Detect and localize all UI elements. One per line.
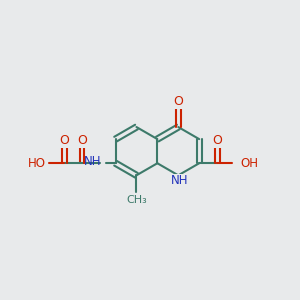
Text: CH₃: CH₃ bbox=[126, 195, 147, 205]
Text: NH: NH bbox=[84, 155, 102, 168]
Text: O: O bbox=[173, 95, 183, 108]
Text: O: O bbox=[59, 134, 69, 147]
Text: O: O bbox=[212, 134, 222, 147]
Text: O: O bbox=[77, 134, 87, 147]
Text: NH: NH bbox=[170, 174, 188, 187]
Text: OH: OH bbox=[240, 157, 258, 170]
Text: HO: HO bbox=[28, 157, 46, 170]
